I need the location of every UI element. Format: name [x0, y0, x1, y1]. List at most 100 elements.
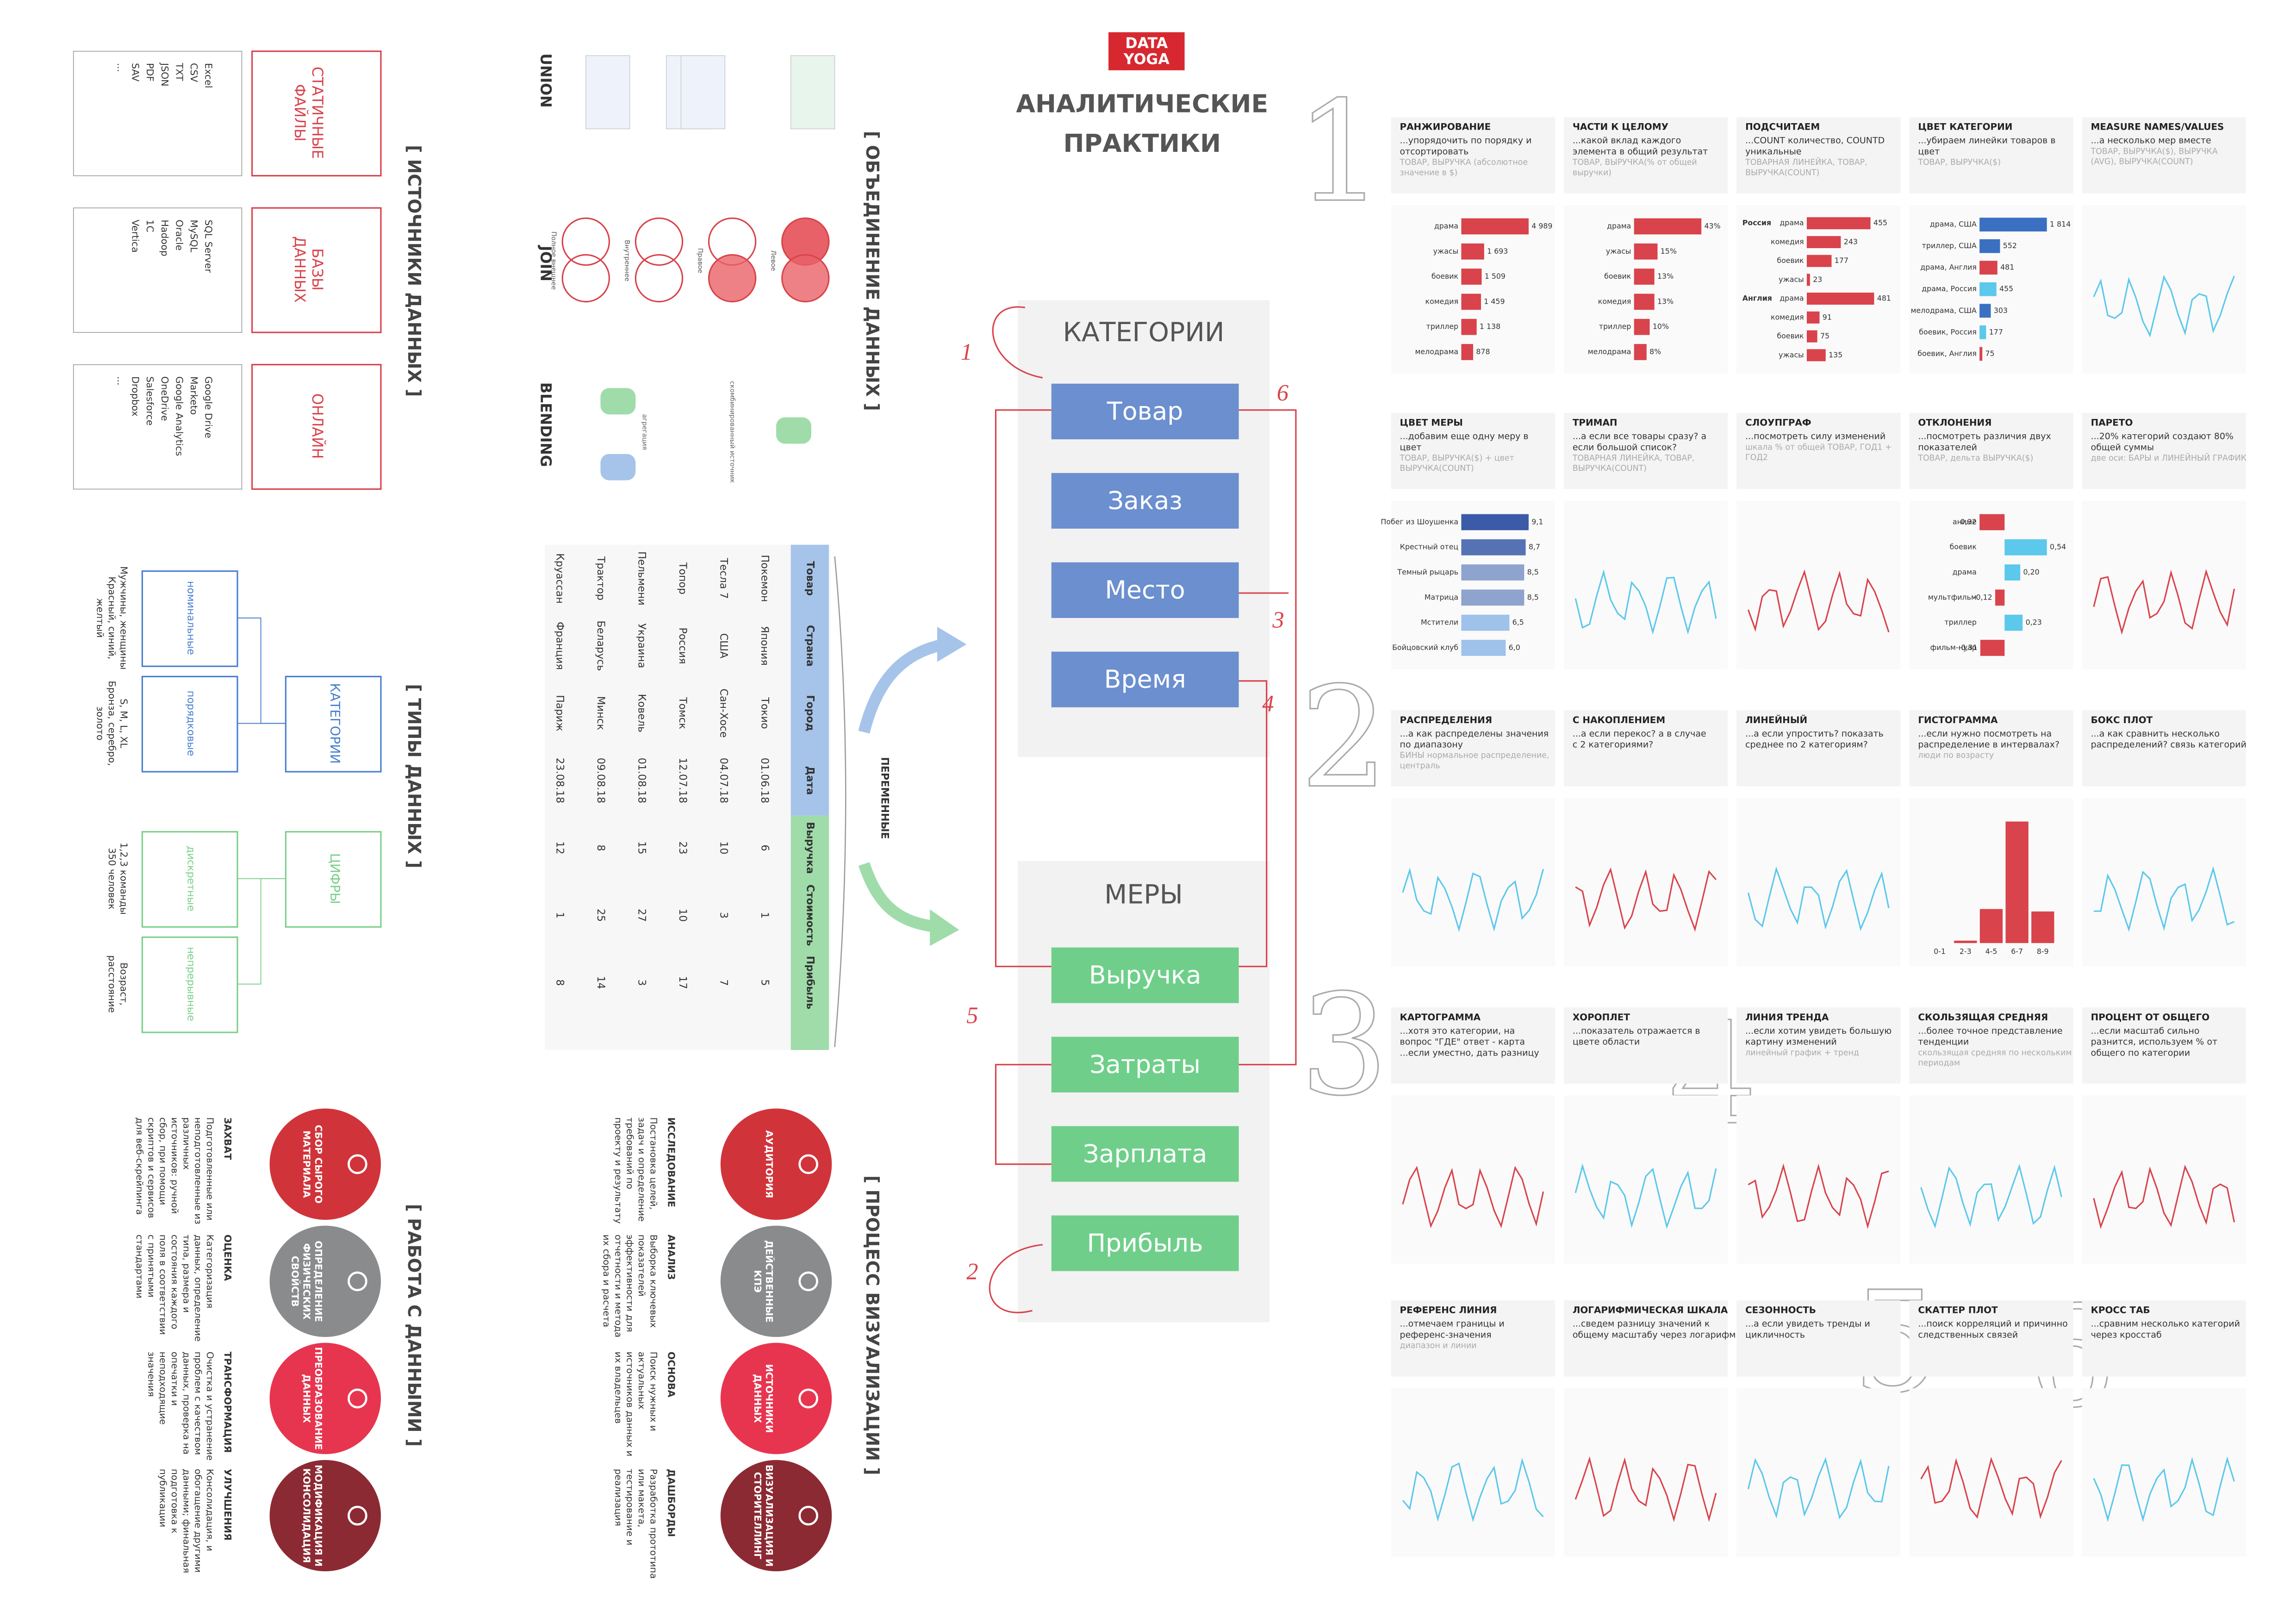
- card-text-bg: [2082, 710, 2246, 787]
- bar: [1979, 282, 1997, 296]
- bar-value-label: 10%: [1653, 322, 1669, 331]
- bar-value-label: 1 693: [1487, 247, 1508, 256]
- bar-value-label: 13%: [1657, 297, 1674, 306]
- bar: [1634, 344, 1647, 360]
- type-box: [141, 831, 238, 928]
- type-kind: дискретные: [185, 846, 197, 911]
- bar: [1634, 218, 1702, 235]
- chart-sketch: [1574, 1163, 1717, 1229]
- card-text: ...а если перекос? а в случае с 2 категор…: [1573, 728, 1706, 750]
- card-title: ЦВЕТ МЕРЫ: [1400, 418, 1463, 428]
- join-circle: [561, 254, 610, 303]
- merge-label: JOIN: [537, 245, 554, 281]
- merge-label: UNION: [537, 53, 554, 107]
- practice-number: 3: [1300, 964, 1388, 1126]
- card-hint: ТОВАР, дельта ВЫРУЧКА($): [1917, 454, 2033, 463]
- table-cell: 01.08.18: [636, 758, 648, 804]
- type-example: 1,2,3 команды350 человек: [106, 843, 129, 915]
- step-icon: [348, 1271, 367, 1292]
- page-title: АНАЛИТИЧЕСКИЕ: [1016, 89, 1268, 118]
- bar-value-label: 481: [1877, 294, 1891, 303]
- table-cell: Ковель: [636, 694, 648, 732]
- db-icon: [776, 417, 811, 444]
- chart-sketch: [1402, 1457, 1544, 1523]
- card-text: ...убираем линейки товаров в цвет: [1918, 135, 2055, 156]
- card-title: РАНЖИРОВАНИЕ: [1400, 122, 1491, 132]
- chart-sketch: [1574, 1456, 1717, 1523]
- step-head: УЛУЧШЕНИЯ: [222, 1469, 233, 1541]
- bar-category: боевик: [1431, 272, 1459, 281]
- x-tick-label: 2-3: [1960, 947, 1972, 956]
- flow-arrow: [858, 638, 946, 734]
- category-label: Товар: [1107, 397, 1183, 426]
- card-chart-bg: [1563, 500, 1728, 669]
- step-circle-label: ИСТОЧНИКИДАННЫХ: [752, 1364, 775, 1433]
- card-chart-bg: [1736, 1095, 1901, 1264]
- source-item: SAV: [130, 63, 141, 81]
- card-chart-bg: [1736, 798, 1901, 967]
- bar-category: Бойцовский клуб: [1392, 643, 1458, 652]
- step-circle-label: СБОР СЫРОГОМАТЕРИАЛА: [301, 1125, 324, 1204]
- card-text: ...а как сравнить несколько распределений…: [2091, 728, 2246, 750]
- step-icon: [348, 1388, 367, 1409]
- blend-note: скомбинированный источник: [728, 381, 736, 483]
- chart-sketch: [2093, 275, 2235, 337]
- db-icon: [600, 388, 636, 415]
- card-title: РАСПРЕДЕЛЕНИЯ: [1400, 715, 1493, 725]
- card-hint: шкала % от общей ТОВАР, ГОД1 + ГОД2: [1745, 443, 1892, 462]
- arrow: [1238, 680, 1268, 968]
- card-text-bg: [1391, 117, 1555, 194]
- step-circle-label: АУДИТОРИЯ: [764, 1130, 775, 1198]
- measure-label: Прибыль: [1087, 1228, 1203, 1257]
- bar: [1806, 330, 1817, 343]
- bar-category: Темный рыцарь: [1397, 568, 1458, 576]
- source-item: MySQL: [188, 219, 199, 252]
- step-circle: [269, 1343, 381, 1455]
- bar-category: боевик, Англия: [1917, 349, 1977, 358]
- bar-category: боевик: [1950, 543, 1977, 551]
- card-title: КАРТОГРАММА: [1400, 1012, 1481, 1023]
- join-label: Внутреннее: [623, 240, 630, 281]
- card-title: ЛОГАРИФМИЧЕСКАЯ ШКАЛА: [1573, 1305, 1728, 1316]
- source-item: ...: [115, 376, 126, 386]
- union-table: [680, 55, 726, 130]
- section-title: [ ИСТОЧНИКИ ДАННЫХ ]: [404, 145, 424, 397]
- card-hint: две оси: БАРЫ и ЛИНЕЙНЫЙ ГРАФИК: [2091, 453, 2247, 463]
- table-cell: 10: [718, 841, 730, 854]
- card-title: ОТКЛОНЕНИЯ: [1918, 418, 1991, 428]
- table-cell: 3: [718, 912, 730, 918]
- bar-category: ужасы: [1779, 275, 1804, 284]
- card-text-bg: [1736, 710, 1901, 787]
- card-chart-bg: [1736, 205, 1901, 374]
- table-header: Выручка: [804, 822, 816, 874]
- type-box: [141, 936, 238, 1033]
- measure-item: [1051, 1037, 1239, 1093]
- card-text: ...COUNT количество, COUNTD уникальные: [1745, 135, 1885, 156]
- bar-category: фильм-нуар: [1930, 643, 1977, 652]
- bar-value-label: 91: [1823, 312, 1832, 321]
- bar-value-label: 9,1: [1531, 517, 1543, 526]
- x-tick-label: 0-1: [1934, 947, 1946, 956]
- variables-label: ПЕРЕМЕННЫЕ: [879, 757, 891, 839]
- bar: [1979, 514, 2005, 531]
- flow-arrow-head: [937, 626, 967, 662]
- arrow: [989, 1244, 1043, 1313]
- card-hint: ТОВАР, ВЫРУЧКА($): [1917, 158, 2001, 167]
- table-cell: 23: [677, 841, 689, 854]
- bar-value-label: 75: [1985, 349, 1995, 358]
- card-chart-bg: [1563, 1388, 1728, 1557]
- panel-title: КАТЕГОРИИ: [1063, 317, 1224, 348]
- step-circle-label: ВИЗУАЛИЗАЦИЯ ИСТОРИТЕЛЛИНГ: [752, 1465, 775, 1567]
- bar: [2004, 614, 2023, 631]
- chart-sketch: [1748, 1163, 1889, 1229]
- flow-arrow-head: [930, 909, 959, 946]
- bar-value-label: 0,54: [2050, 543, 2066, 551]
- table-cell: Пельмени: [636, 551, 648, 606]
- bar-value-label: 0,23: [2026, 618, 2042, 627]
- chart-sketch: [1574, 569, 1717, 635]
- step-circle: [269, 1108, 381, 1220]
- bar-value-label: 1 814: [2050, 220, 2071, 229]
- step-icon: [348, 1505, 367, 1526]
- arrow: [992, 306, 1043, 379]
- category-item: [1051, 562, 1239, 618]
